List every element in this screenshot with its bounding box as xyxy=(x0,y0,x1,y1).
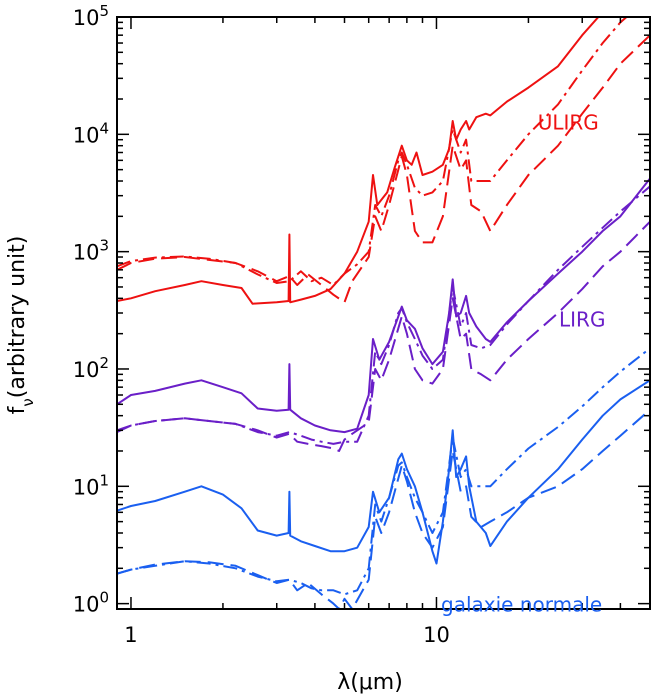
y-tick-label: 104 xyxy=(73,119,109,147)
series-line-0-dashdot xyxy=(117,17,629,286)
y-axis-title: fν(arbitrary unit) xyxy=(5,236,37,415)
series-line-2-solid xyxy=(117,379,650,565)
series-line-1-dashdot xyxy=(117,185,650,445)
y-tick-label: 105 xyxy=(73,2,109,30)
series-line-0-dashed xyxy=(117,34,650,304)
series-line-1-solid xyxy=(117,177,650,434)
y-axis-title-sub: ν xyxy=(19,398,37,406)
y-axis-title-f: f xyxy=(5,405,30,414)
y-axis-title-rest: (arbitrary unit) xyxy=(5,236,30,399)
x-tick-label: 1 xyxy=(124,623,137,647)
series-line-2-dashed xyxy=(117,408,650,609)
group-label-1: LIRG xyxy=(559,308,605,332)
y-tick-label: 102 xyxy=(73,354,109,382)
x-tick-label: 10 xyxy=(423,623,450,647)
group-label-0: ULIRG xyxy=(538,110,599,134)
y-tick-label: 100 xyxy=(73,589,109,617)
series-layer xyxy=(117,17,650,609)
group-label-2: galaxie normale xyxy=(441,592,602,616)
axis-layer: 1 10 100 101 102 103 104 105 xyxy=(73,2,651,647)
series-line-0-solid xyxy=(117,17,600,305)
series-line-2-dashdot xyxy=(117,347,650,596)
label-layer: ULIRG LIRG galaxie normale xyxy=(441,110,605,616)
y-tick-label: 103 xyxy=(73,237,109,265)
series-line-1-dashed xyxy=(117,220,650,452)
x-axis-title: λ(μm) xyxy=(337,670,403,695)
y-tick-label: 101 xyxy=(73,471,109,499)
